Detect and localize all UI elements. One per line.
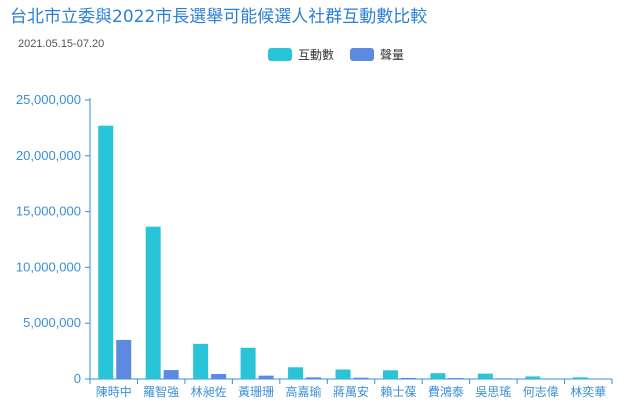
bar-volume — [211, 373, 227, 379]
legend-label-interactions: 互動數 — [298, 48, 335, 62]
bar-interactions — [335, 369, 351, 379]
bar-interactions — [477, 373, 493, 379]
x-tick-label: 吳思瑤 — [475, 385, 511, 399]
legend-label-volume: 聲量 — [380, 48, 405, 62]
chart-title: 台北市立委與2022市長選舉可能候選人社群互動數比較 — [10, 7, 428, 27]
bar-interactions — [98, 125, 114, 379]
bar-volume — [353, 377, 369, 379]
bar-interactions — [382, 370, 398, 379]
y-tick-label: 25,000,000 — [16, 92, 81, 107]
x-tick-label: 黃珊珊 — [238, 385, 274, 399]
bar-interactions — [430, 373, 446, 379]
y-tick-label: 5,000,000 — [23, 315, 81, 330]
bar-volume — [543, 378, 559, 379]
x-tick-label: 林奕華 — [570, 384, 606, 399]
bar-volume — [163, 370, 179, 379]
bar-volume — [258, 375, 274, 379]
bar-interactions — [193, 343, 209, 379]
x-tick-label: 陳時中 — [96, 384, 132, 399]
legend-swatch-volume — [350, 48, 375, 61]
y-tick-label: 20,000,000 — [16, 148, 81, 163]
bar-volume — [495, 378, 511, 379]
x-tick-label: 賴士葆 — [380, 384, 416, 399]
bar-volume — [306, 377, 322, 379]
bar-interactions — [288, 367, 304, 379]
x-tick-label: 高嘉瑜 — [286, 384, 322, 399]
x-tick-label: 羅智強 — [143, 384, 179, 399]
x-tick-label: 費鴻泰 — [428, 384, 464, 399]
y-tick-label: 0 — [74, 371, 81, 386]
x-tick-label: 何志偉 — [523, 385, 559, 399]
bar-interactions — [572, 377, 588, 379]
bar-interactions — [145, 226, 161, 379]
chart-subtitle: 2021.05.15-07.20 — [18, 38, 105, 50]
bar-volume — [116, 339, 132, 379]
legend-swatch-interactions — [268, 48, 292, 61]
y-tick-label: 10,000,000 — [16, 259, 81, 274]
bar-interactions — [240, 347, 256, 379]
y-tick-label: 15,000,000 — [16, 204, 81, 219]
legend-item-volume[interactable]: 聲量 — [350, 46, 404, 63]
chart-legend: 互動數 聲量 — [268, 46, 420, 63]
bar-interactions — [525, 376, 541, 379]
x-tick-label: 蔣萬安 — [333, 384, 369, 399]
legend-item-interactions[interactable]: 互動數 — [268, 46, 334, 63]
bar-volume — [400, 377, 416, 379]
bar-volume — [448, 378, 464, 379]
x-tick-label: 林昶佐 — [191, 385, 227, 399]
bar-volume — [590, 378, 606, 380]
